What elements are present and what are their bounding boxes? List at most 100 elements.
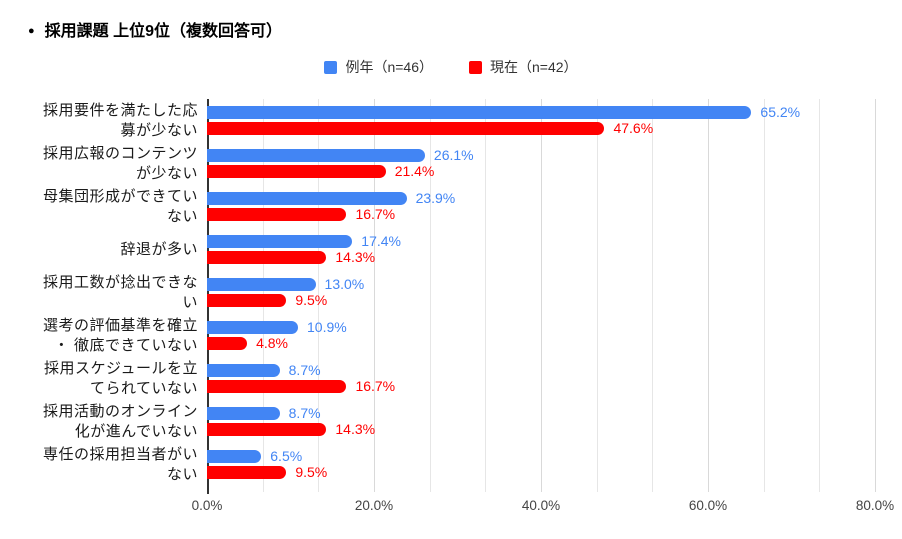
bar-series-0 — [207, 407, 280, 420]
bar-line: 4.8% — [207, 335, 875, 351]
legend-item-genzai: 現在（n=42） — [469, 57, 578, 77]
bar-line: 21.4% — [207, 163, 875, 179]
bar-series-0 — [207, 364, 280, 377]
category-label: 採用活動のオンライン 化が進んでいない — [42, 402, 198, 440]
x-tick-label: 80.0% — [855, 498, 895, 513]
plot-area: 65.2% 47.6% 26.1% 21.4% 23.9% 16.7% 17.4% 14.3%… — [192, 99, 894, 513]
bar-line: 16.7% — [207, 206, 875, 222]
bar-line: 8.7% — [207, 405, 875, 421]
x-tick-label: 20.0% — [354, 498, 394, 513]
y-axis-labels: 採用要件を満たした応 募が少ない 採用広報のコンテンツ が少ない 母集団形成ができていな… — [0, 99, 207, 486]
bar-series-0 — [207, 278, 316, 291]
x-tick-label: 0.0% — [191, 498, 223, 513]
category-label: 選考の評価基準を確立・ 徹底できていない — [42, 316, 198, 354]
category-label: 辞退が多い — [120, 240, 198, 258]
value-label: 14.3% — [335, 421, 376, 437]
category-label: 採用要件を満たした応 募が少ない — [42, 101, 198, 139]
value-label: 23.9% — [415, 190, 456, 206]
value-label: 26.1% — [433, 147, 474, 163]
value-label: 4.8% — [256, 335, 288, 351]
chart-body: 採用要件を満たした応 募が少ない 採用広報のコンテンツ が少ない 母集団形成ができていな… — [0, 99, 902, 513]
value-label: 9.5% — [295, 464, 328, 480]
bullet-icon: ● — [28, 25, 35, 37]
chart-title: 採用課題 上位9位（複数回答可） — [44, 23, 283, 40]
bar-group: 13.0% 9.5% — [207, 271, 875, 314]
bar-series-1 — [207, 165, 386, 178]
bar-series-1 — [207, 208, 347, 221]
bar-line: 17.4% — [207, 233, 875, 249]
legend-swatch-red-icon — [469, 60, 482, 74]
minor-gridline — [819, 99, 821, 492]
bar-group: 10.9% 4.8% — [207, 314, 875, 357]
minor-gridline — [596, 99, 598, 492]
major-gridline — [875, 99, 876, 492]
chart-legend: 例年（n=46） 現在（n=42） — [0, 57, 902, 77]
x-tick-label: 40.0% — [521, 498, 561, 513]
minor-gridline — [763, 99, 765, 492]
bar-group: 17.4% 14.3% — [207, 228, 875, 271]
category-label: 採用工数が捻出できない — [42, 273, 198, 311]
value-label: 21.4% — [394, 163, 435, 179]
value-label: 8.7% — [288, 362, 321, 378]
legend-label: 例年（n=46） — [345, 59, 433, 75]
legend-label: 現在（n=42） — [490, 59, 578, 75]
value-label: 8.7% — [288, 405, 321, 421]
legend-swatch-blue-icon — [324, 60, 338, 74]
bar-line: 9.5% — [207, 292, 875, 308]
major-gridline — [708, 99, 709, 492]
value-label: 16.7% — [355, 206, 396, 222]
bar-line: 6.5% — [207, 448, 875, 464]
bar-line: 9.5% — [207, 464, 875, 480]
x-axis: 0.0% 20.0% 40.0% 60.0% 80.0% — [192, 498, 895, 516]
bar-group: 23.9% 16.7% — [207, 185, 875, 228]
value-label: 47.6% — [613, 120, 654, 136]
chart-title-row: ● 採用課題 上位9位（複数回答可） — [0, 0, 902, 41]
major-gridline — [541, 99, 542, 492]
bar-group: 6.5% 9.5% — [207, 443, 875, 486]
legend-item-reinen: 例年（n=46） — [324, 57, 433, 77]
bar-line: 13.0% — [207, 276, 875, 292]
bar-series-1 — [207, 122, 605, 135]
bar-series-1 — [207, 294, 287, 307]
category-label: 専任の採用担当者がい ない — [42, 445, 198, 483]
value-label: 17.4% — [361, 233, 401, 249]
bar-series-0 — [207, 149, 425, 162]
bar-group: 65.2% 47.6% — [207, 99, 875, 142]
value-label: 14.3% — [335, 249, 376, 265]
bar-line: 14.3% — [207, 421, 875, 437]
bar-series-0 — [207, 450, 262, 463]
bar-rows: 65.2% 47.6% 26.1% 21.4% 23.9% 16.7% 17.4% 14.3%… — [207, 99, 875, 486]
category-label: 母集団形成ができてい ない — [42, 187, 198, 225]
bar-group: 8.7% 14.3% — [207, 400, 875, 443]
bar-series-0 — [207, 192, 407, 205]
bar-series-0 — [207, 321, 298, 334]
bar-series-0 — [207, 106, 752, 119]
bar-series-1 — [207, 251, 327, 264]
minor-gridline — [318, 99, 320, 492]
bar-group: 26.1% 21.4% — [207, 142, 875, 185]
category-label: 採用広報のコンテンツ が少ない — [42, 144, 198, 182]
value-label: 9.5% — [295, 292, 328, 308]
major-gridline — [374, 99, 375, 492]
bar-series-1 — [207, 337, 248, 350]
bar-group: 8.7% 16.7% — [207, 357, 875, 400]
bar-series-1 — [207, 423, 327, 436]
bar-series-1 — [207, 466, 287, 479]
minor-gridline — [652, 99, 654, 492]
value-label: 65.2% — [760, 104, 801, 120]
value-label: 10.9% — [307, 319, 347, 335]
bar-line: 26.1% — [207, 147, 875, 163]
minor-gridline — [429, 99, 431, 492]
bar-line: 47.6% — [207, 120, 875, 136]
bar-series-0 — [207, 235, 353, 248]
bar-line: 10.9% — [207, 319, 875, 335]
value-label: 13.0% — [324, 276, 365, 292]
bar-line: 14.3% — [207, 249, 875, 265]
minor-gridline — [485, 99, 487, 492]
value-label: 16.7% — [355, 378, 396, 394]
value-label: 6.5% — [270, 448, 303, 464]
x-tick-label: 60.0% — [688, 498, 728, 513]
bar-line: 8.7% — [207, 362, 875, 378]
bar-line: 23.9% — [207, 190, 875, 206]
